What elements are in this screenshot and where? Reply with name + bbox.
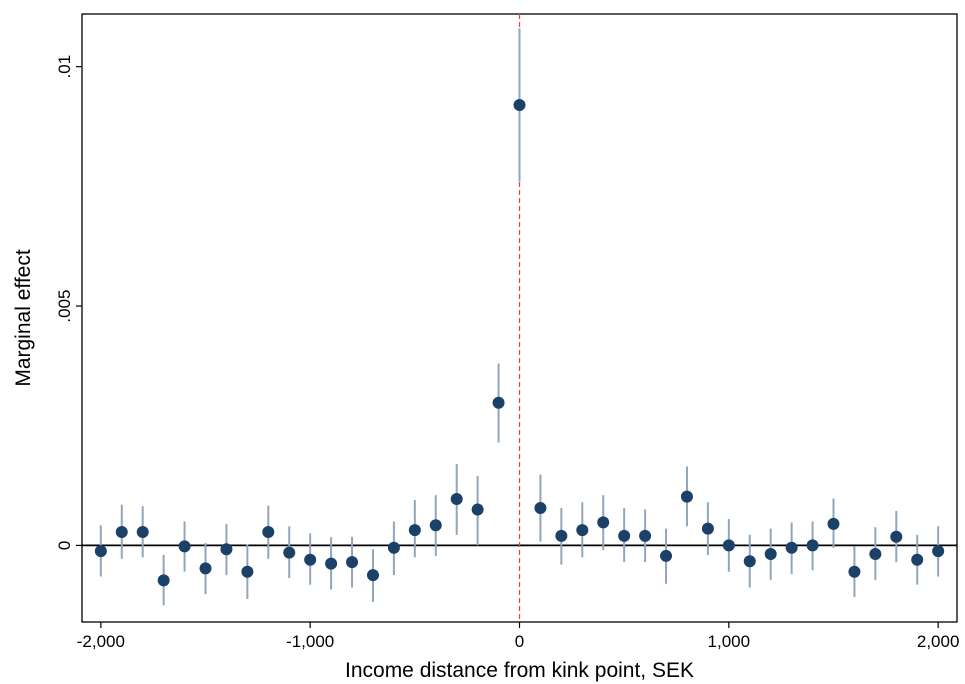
data-point <box>911 553 924 566</box>
data-point <box>555 529 568 542</box>
data-point <box>387 541 400 554</box>
y-tick-label: 0 <box>55 541 74 550</box>
x-tick-label: 2,000 <box>917 632 960 651</box>
data-point <box>136 525 149 538</box>
data-point <box>618 529 631 542</box>
x-tick-label: 1,000 <box>708 632 751 651</box>
y-tick-label: .01 <box>55 55 74 79</box>
y-axis-title: Marginal effect <box>12 249 35 387</box>
x-axis: -2,000 -1,000 0 1,000 2,000 <box>77 622 960 651</box>
data-point <box>325 557 338 570</box>
data-point <box>366 569 379 582</box>
data-point <box>450 492 463 505</box>
data-point <box>262 525 275 538</box>
data-point <box>220 543 233 556</box>
data-point <box>597 516 610 529</box>
data-point <box>283 546 296 559</box>
x-tick-label: -2,000 <box>77 632 125 651</box>
x-axis-title: Income distance from kink point, SEK <box>345 659 694 682</box>
data-point <box>576 524 589 537</box>
x-tick-label: 0 <box>515 632 524 651</box>
data-point <box>492 396 505 409</box>
data-point <box>471 503 484 516</box>
data-point <box>806 539 819 552</box>
data-point <box>199 562 212 575</box>
data-point <box>178 540 191 553</box>
y-axis: 0 .005 .01 <box>55 55 82 550</box>
data-point <box>680 490 693 503</box>
data-point <box>660 549 673 562</box>
data-point <box>701 522 714 535</box>
data-point <box>932 545 945 558</box>
data-point <box>764 548 777 561</box>
data-point <box>408 524 421 537</box>
data-point <box>785 541 798 554</box>
data-point <box>346 556 359 569</box>
data-point <box>743 555 756 568</box>
data-point <box>115 525 128 538</box>
data-point <box>534 502 547 515</box>
y-tick-label: .005 <box>55 289 74 322</box>
data-point <box>639 529 652 542</box>
data-point <box>304 553 317 566</box>
data-point <box>513 98 526 111</box>
data-point <box>429 519 442 532</box>
data-point <box>869 548 882 561</box>
data-point <box>157 574 170 587</box>
data-point <box>94 545 107 558</box>
x-tick-label: -1,000 <box>286 632 334 651</box>
data-point <box>848 565 861 578</box>
data-point <box>722 539 735 552</box>
data-point <box>241 565 254 578</box>
data-point <box>890 530 903 543</box>
data-point <box>827 517 840 530</box>
data-points <box>94 98 945 587</box>
